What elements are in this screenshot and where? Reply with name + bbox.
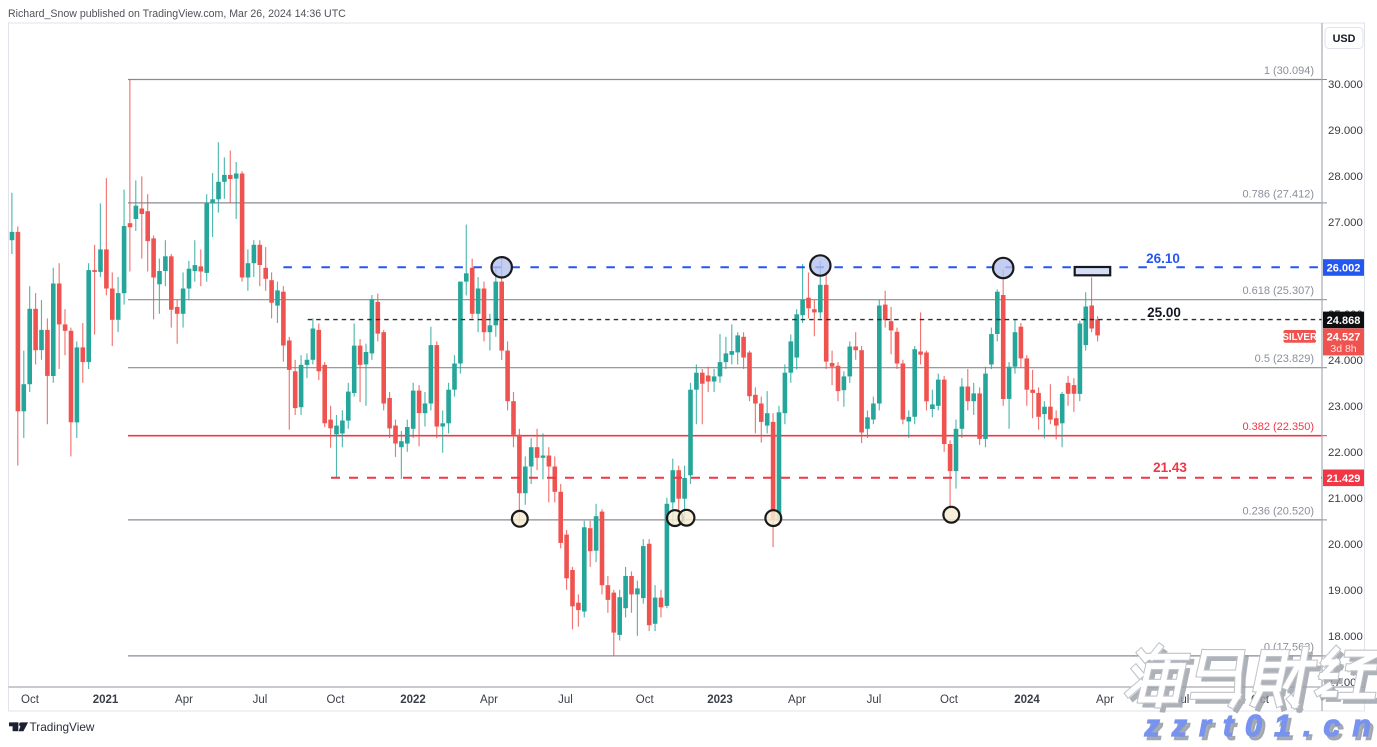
svg-text:1 (30.094): 1 (30.094) (1264, 65, 1314, 77)
svg-text:21.429: 21.429 (1327, 473, 1361, 485)
svg-text:22.000: 22.000 (1328, 447, 1363, 459)
svg-text:30.000: 30.000 (1328, 79, 1363, 91)
svg-text:Richard_Snow published on Trad: Richard_Snow published on TradingView.co… (8, 8, 346, 20)
svg-text:2022: 2022 (400, 694, 426, 706)
svg-text:29.000: 29.000 (1328, 125, 1363, 137)
svg-text:2021: 2021 (93, 694, 119, 706)
svg-text:23.000: 23.000 (1328, 401, 1363, 413)
svg-text:0.618 (25.307): 0.618 (25.307) (1242, 285, 1314, 297)
svg-text:Jul: Jul (253, 694, 268, 706)
svg-text:18.000: 18.000 (1328, 631, 1363, 643)
svg-text:25.00: 25.00 (1147, 305, 1181, 320)
svg-text:0.5 (23.829): 0.5 (23.829) (1255, 353, 1314, 365)
svg-text:2024: 2024 (1014, 694, 1040, 706)
svg-text:SILVER: SILVER (1282, 332, 1317, 343)
svg-text:24.527: 24.527 (1327, 331, 1361, 343)
svg-text:27.000: 27.000 (1328, 217, 1363, 229)
svg-text:0.786 (27.412): 0.786 (27.412) (1242, 188, 1314, 200)
svg-text:Apr: Apr (1096, 694, 1114, 706)
svg-text:21.43: 21.43 (1153, 460, 1187, 475)
svg-text:19.000: 19.000 (1328, 585, 1363, 597)
svg-text:26.10: 26.10 (1146, 251, 1180, 266)
svg-text:Oct: Oct (636, 694, 655, 706)
svg-text:24.868: 24.868 (1327, 315, 1361, 327)
svg-text:Jul: Jul (867, 694, 882, 706)
svg-text:zzrt01.cn: zzrt01.cn (1146, 713, 1377, 743)
svg-text:Apr: Apr (480, 694, 498, 706)
svg-text:20.000: 20.000 (1328, 539, 1363, 551)
svg-text:zzrt01.cn: zzrt01.cn (1143, 709, 1377, 742)
svg-text:0.382 (22.350): 0.382 (22.350) (1242, 421, 1314, 433)
svg-text:Apr: Apr (788, 694, 806, 706)
svg-text:24.000: 24.000 (1328, 355, 1363, 367)
svg-text:0.236 (20.520): 0.236 (20.520) (1242, 505, 1314, 517)
svg-text:Oct: Oct (940, 694, 959, 706)
svg-text:Oct: Oct (21, 694, 40, 706)
svg-text:2023: 2023 (707, 694, 733, 706)
svg-text:28.000: 28.000 (1328, 171, 1363, 183)
svg-text:3d 8h: 3d 8h (1330, 343, 1356, 355)
svg-text:Oct: Oct (327, 694, 346, 706)
svg-text:Apr: Apr (175, 694, 193, 706)
svg-text:26.002: 26.002 (1327, 263, 1361, 275)
svg-text:Jul: Jul (558, 694, 573, 706)
svg-text:21.000: 21.000 (1328, 493, 1363, 505)
svg-text:TradingView: TradingView (30, 720, 95, 734)
svg-text:USD: USD (1333, 33, 1356, 45)
